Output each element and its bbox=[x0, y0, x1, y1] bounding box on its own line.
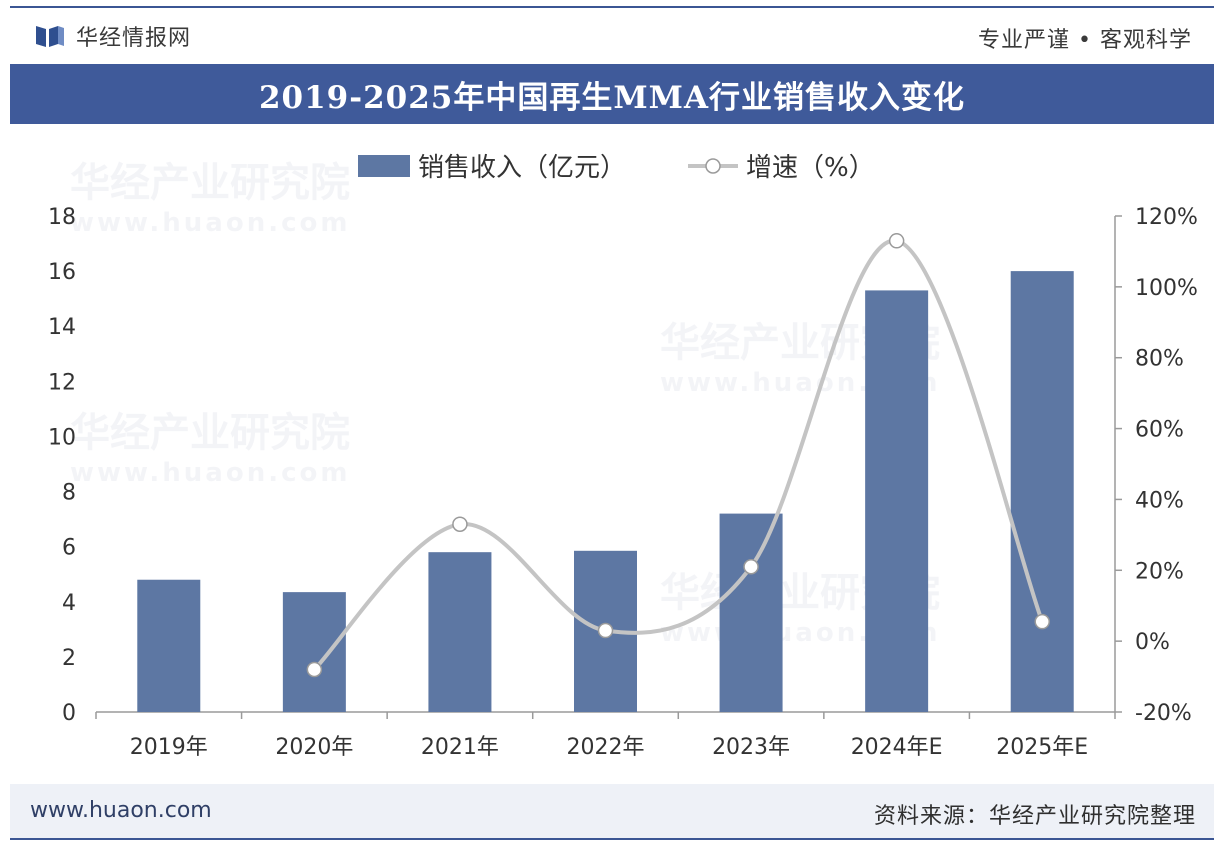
y-right-tick-label: 60% bbox=[1135, 418, 1184, 443]
y-right-tick-label: 80% bbox=[1135, 347, 1184, 372]
line-growth bbox=[312, 238, 1045, 671]
y-left-tick-label: 4 bbox=[62, 591, 76, 616]
footer-url: www.huaon.com bbox=[30, 798, 212, 823]
x-tick-label: 2023年 bbox=[712, 735, 790, 760]
chart-title: 2019-2025年中国再生MMA行业销售收入变化 bbox=[258, 79, 966, 116]
y-left-tick-label: 6 bbox=[62, 536, 76, 561]
x-tick-label: 2019年 bbox=[130, 735, 208, 760]
point-growth bbox=[1034, 613, 1050, 630]
footer-source: 资料来源：华经产业研究院整理 bbox=[873, 804, 1196, 829]
legend-bar-swatch bbox=[358, 155, 410, 177]
motto: 专业严谨 • 客观科学 bbox=[978, 28, 1192, 53]
x-tick-label: 2024年E bbox=[851, 735, 943, 760]
title-bar: 2019-2025年中国再生MMA行业销售收入变化 bbox=[10, 64, 1214, 124]
bar-revenue bbox=[282, 592, 346, 712]
y-left-tick-label: 2 bbox=[62, 646, 76, 671]
x-tick-label: 2022年 bbox=[567, 735, 645, 760]
y-left-tick-label: 18 bbox=[48, 205, 76, 230]
x-tick-label: 2021年 bbox=[421, 735, 499, 760]
point-growth bbox=[597, 622, 614, 639]
bar-revenue bbox=[865, 290, 929, 712]
point-growth bbox=[888, 233, 905, 249]
y-left-tick-label: 14 bbox=[48, 315, 76, 340]
y-right-tick-label: 100% bbox=[1135, 276, 1198, 301]
y-right-tick-label: 20% bbox=[1135, 559, 1184, 584]
y-left-tick-label: 0 bbox=[62, 701, 76, 726]
point-growth bbox=[452, 516, 468, 532]
point-growth bbox=[743, 558, 759, 575]
chart-area: 销售收入（亿元） 增速（%） 0 2 4 6 8 10 12 14 16 18 -20% 0% 20% 40%… bbox=[0, 130, 1224, 780]
combo-chart: 销售收入（亿元） 增速（%） 0 2 4 6 8 10 12 14 16 18 -20% 0% 20% 40%… bbox=[48, 153, 1198, 760]
y-right-tick-label: 40% bbox=[1135, 488, 1184, 513]
y-left-tick-label: 10 bbox=[48, 425, 76, 450]
legend-label-growth: 增速（%） bbox=[746, 153, 875, 183]
y-right-tick-label: 0% bbox=[1135, 630, 1170, 655]
brand-logo-icon bbox=[36, 26, 64, 47]
brand-name: 华经情报网 bbox=[76, 26, 192, 51]
x-tick-label: 2020年 bbox=[275, 735, 353, 760]
y-left-tick-label: 12 bbox=[48, 370, 76, 395]
footer: www.huaon.com 资料来源：华经产业研究院整理 bbox=[10, 784, 1214, 840]
top-rule bbox=[10, 6, 1214, 8]
bar-revenue bbox=[719, 513, 783, 712]
bar-revenue bbox=[137, 579, 201, 712]
y-right-tick-label: -20% bbox=[1135, 701, 1192, 726]
x-tick-label: 2025年E bbox=[996, 735, 1088, 760]
legend-label-revenue: 销售收入（亿元） bbox=[418, 153, 626, 183]
legend-line-marker bbox=[705, 158, 721, 174]
brand: 华经情报网 bbox=[34, 20, 191, 52]
bar-revenue bbox=[1010, 271, 1074, 712]
y-right-tick-label: 120% bbox=[1135, 205, 1198, 230]
bar-revenue bbox=[428, 552, 492, 712]
y-left-tick-label: 16 bbox=[48, 260, 76, 285]
header: 华经情报网 专业严谨 • 客观科学 bbox=[10, 10, 1214, 60]
point-growth bbox=[306, 661, 323, 678]
y-left-tick-label: 8 bbox=[62, 481, 76, 506]
